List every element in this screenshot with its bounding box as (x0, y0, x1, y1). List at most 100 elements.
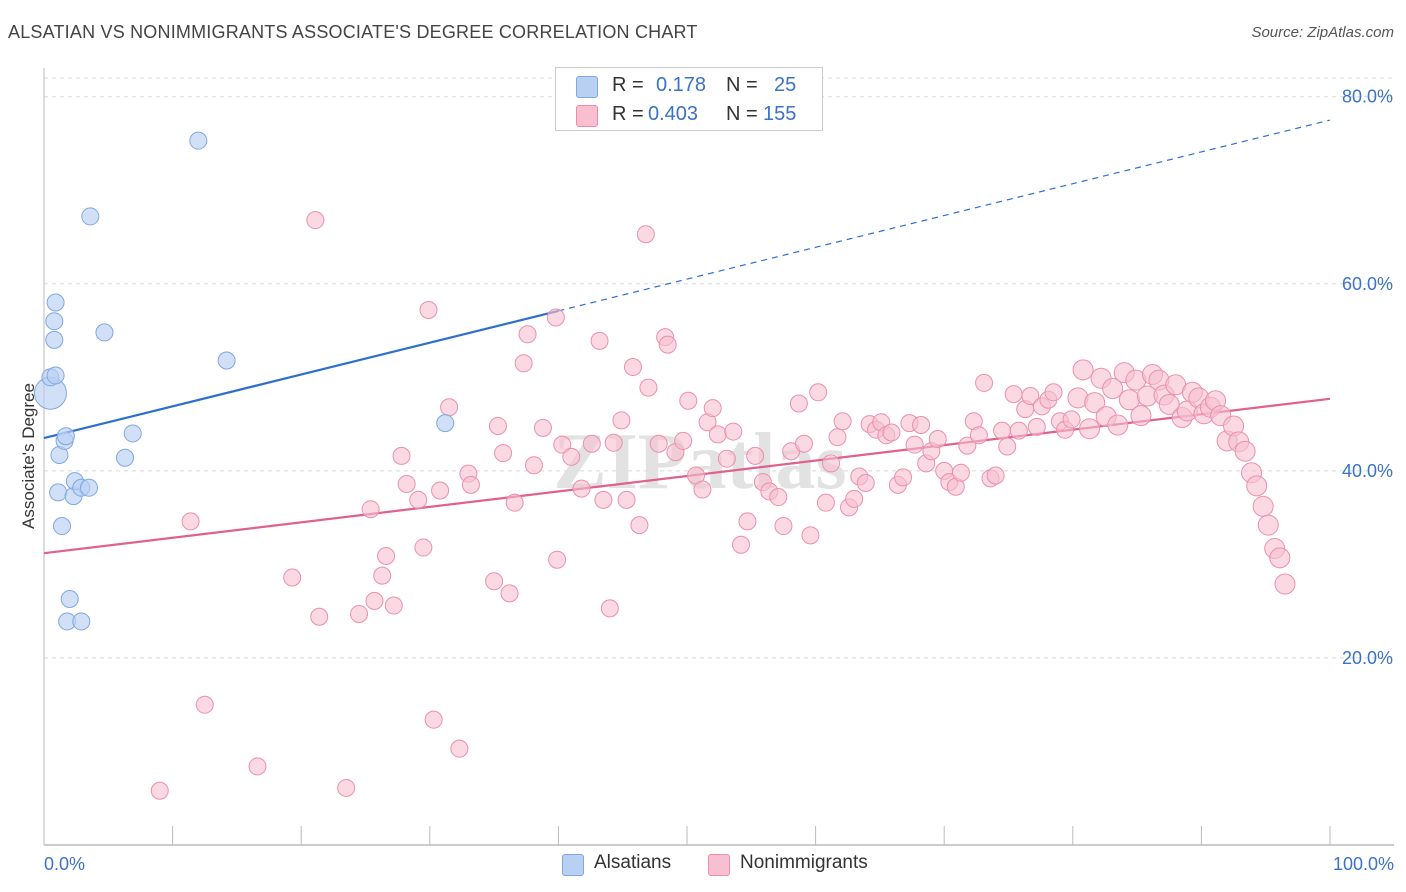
alsatians-point (189, 131, 208, 150)
nonimmigrants-point (639, 378, 658, 397)
legend-row-alsatians: R = 0.178 N = 25 (556, 71, 822, 101)
nonimmigrants-point (816, 493, 835, 512)
nonimmigrants-point (361, 500, 380, 519)
nonimmigrants-point (181, 512, 200, 531)
nonimmigrants-point (617, 490, 636, 509)
nonimmigrants-point (604, 433, 623, 452)
nonimmigrants-point (572, 479, 591, 498)
nonimmigrants-point (397, 474, 416, 493)
n-value: 155 (763, 103, 797, 125)
nonimmigrants-point (533, 418, 552, 437)
alsatians-point (81, 207, 100, 226)
alsatians-trend-extension (558, 119, 1331, 312)
nonimmigrants-point (488, 416, 507, 435)
nonimmigrants-point (717, 449, 736, 468)
nonimmigrants-point (1072, 359, 1094, 381)
nonimmigrants-point (738, 512, 757, 531)
alsatians-point (45, 330, 64, 349)
nonimmigrants-point (461, 475, 480, 494)
nonimmigrants-point (350, 604, 369, 623)
nonimmigrants-point (373, 566, 392, 585)
x-ticks (43, 826, 1331, 845)
nonimmigrants-point (649, 434, 668, 453)
nonimmigrants-point (1062, 410, 1081, 429)
nonimmigrants-point (1004, 385, 1023, 404)
nonimmigrants-point (594, 490, 613, 509)
nonimmigrants-point (975, 373, 994, 392)
nonimmigrants-point (693, 480, 712, 499)
nonimmigrants-point (518, 325, 537, 344)
nonimmigrants-point (951, 463, 970, 482)
nonimmigrants-point (582, 434, 601, 453)
nonimmigrants-point (450, 739, 469, 758)
nonimmigrants-point (524, 456, 543, 475)
nonimmigrants-point (630, 516, 649, 535)
x-tick-label-0: 0.0% (44, 854, 85, 874)
nonimmigrants-points (150, 211, 1296, 800)
y-axis-label: Associate's Degree (19, 383, 38, 529)
nonimmigrants-point (658, 335, 677, 354)
nonimmigrants-point (833, 412, 852, 431)
nonimmigrants-point (1027, 417, 1046, 436)
nonimmigrants-point (789, 394, 808, 413)
y-tick-label: 80.0% (1342, 87, 1393, 107)
nonimmigrants-point (1084, 392, 1106, 414)
nonimmigrants-point (1274, 573, 1296, 595)
nonimmigrants-point (384, 596, 403, 615)
legend-label: Alsatians (594, 852, 672, 873)
n-value: 25 (774, 74, 797, 96)
nonimmigrants-point (1269, 547, 1291, 569)
nonimmigrants-point (774, 517, 793, 536)
nonimmigrants-point (337, 778, 356, 797)
alsatians-point (60, 589, 79, 608)
nonimmigrants-point (822, 454, 841, 473)
nonimmigrants-point (1102, 378, 1124, 400)
nonimmigrants-point (1044, 383, 1063, 402)
alsatians-point (436, 414, 455, 433)
nonimmigrants-point (195, 695, 214, 714)
nonimmigrants-point (905, 435, 924, 454)
n-label: N = (726, 103, 758, 125)
nonimmigrants-point (612, 411, 631, 430)
nonimmigrants-point (674, 431, 693, 450)
alsatians-point (123, 424, 142, 443)
nonimmigrants-point (600, 599, 619, 618)
nonimmigrants-point (1130, 405, 1152, 427)
nonimmigrants-point (424, 710, 443, 729)
nonimmigrants-point (505, 493, 524, 512)
nonimmigrants-point (306, 211, 325, 230)
nonimmigrants-point (500, 584, 519, 603)
alsatians-point (116, 448, 135, 467)
nonimmigrants-point (431, 481, 450, 500)
nonimmigrants-point (769, 488, 788, 507)
correlation-legend: R = 0.178 N = 25 R = 0.403 N = 155 (555, 67, 823, 131)
alsatians-point (56, 427, 75, 446)
nonimmigrants-point (440, 398, 459, 417)
nonimmigrants-point (1246, 475, 1268, 497)
nonimmigrants-point (969, 426, 988, 445)
alsatians-points (33, 131, 455, 631)
nonimmigrants-point (1257, 514, 1279, 536)
nonimmigrants-point (1107, 414, 1129, 436)
nonimmigrants-point (1252, 495, 1274, 517)
nonimmigrants-point (548, 550, 567, 569)
n-label: N = (726, 74, 758, 96)
nonimmigrants-point (377, 546, 396, 565)
nonimmigrants-point (845, 489, 864, 508)
y-tick-label: 20.0% (1342, 648, 1393, 668)
grid-lines (44, 77, 1394, 659)
nonimmigrants-point (894, 468, 913, 487)
alsatians-swatch (562, 854, 584, 876)
alsatians-point (95, 323, 114, 342)
nonimmigrants-point (993, 421, 1012, 440)
x-tick-label-100: 100.0% (1333, 854, 1394, 874)
nonimmigrants-point (809, 383, 828, 402)
nonimmigrants-point (732, 535, 751, 554)
r-label: R = (612, 74, 644, 96)
alsatians-point (72, 612, 91, 631)
nonimmigrants-point (514, 354, 533, 373)
legend-row-nonimmigrants: R = 0.403 N = 155 (556, 100, 822, 130)
nonimmigrants-point (392, 446, 411, 465)
nonimmigrants-point (414, 538, 433, 557)
